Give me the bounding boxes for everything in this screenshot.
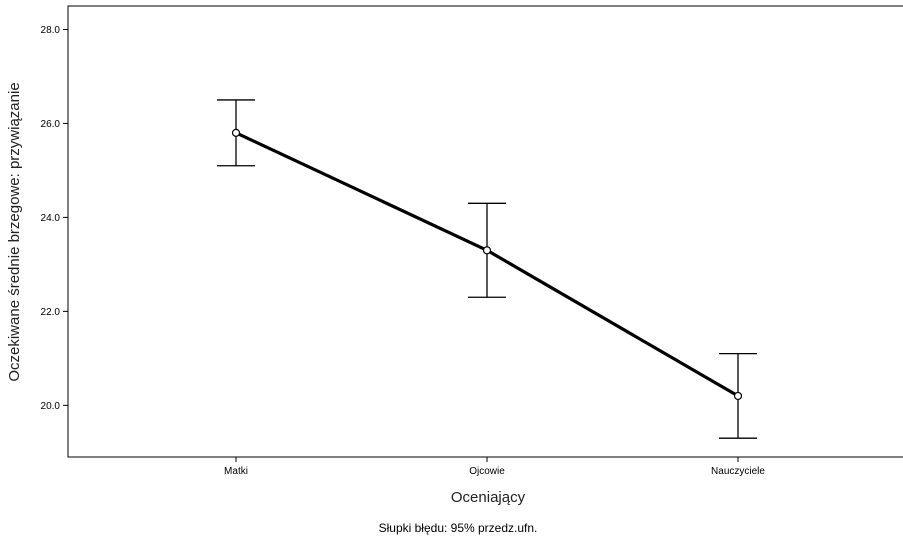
x-axis-label: Oceniający (451, 489, 526, 506)
y-tick-label: 24.0 (41, 213, 61, 224)
series-layer (231, 128, 743, 401)
y-tick-label: 26.0 (41, 119, 61, 130)
data-point (733, 391, 743, 401)
plot-area (67, 5, 903, 458)
data-point (482, 246, 492, 255)
y-tick-label: 22.0 (41, 307, 61, 318)
x-tick-label: Nauczyciele (711, 466, 765, 477)
y-tick-label: 28.0 (41, 25, 61, 36)
y-axis-ticks: 20.0 22.0 24.0 26.0 28.0 (41, 25, 68, 412)
y-axis-label: Oczekiwane średnie brzegowe: przywiązani… (6, 82, 23, 381)
data-point (231, 128, 241, 137)
x-axis-ticks: Matki Ojcowie Nauczyciele (224, 457, 765, 477)
x-tick-label: Ojcowie (469, 466, 505, 477)
error-bar-footnote: Słupki błędu: 95% przedz.ufn. (379, 521, 538, 535)
y-tick-label: 20.0 (41, 401, 61, 412)
x-tick-label: Matki (224, 466, 248, 477)
